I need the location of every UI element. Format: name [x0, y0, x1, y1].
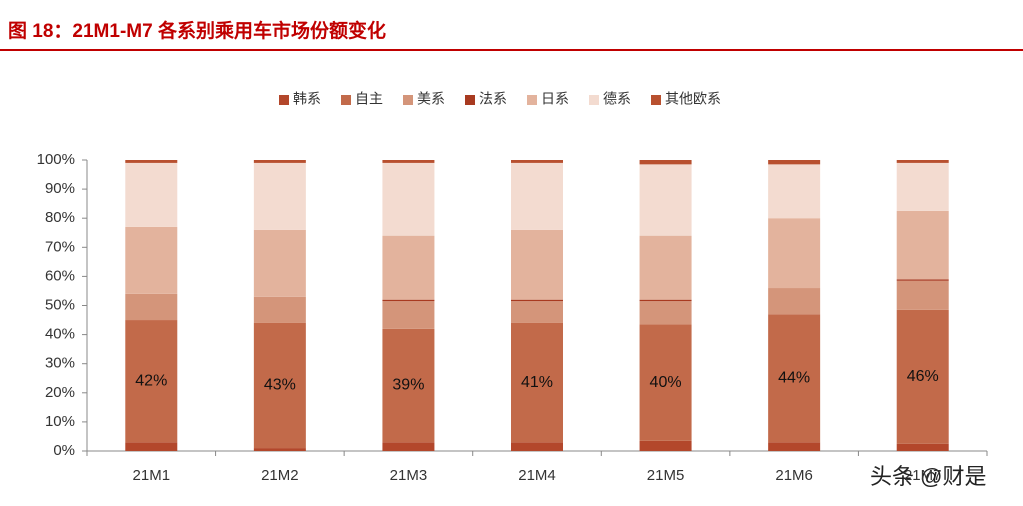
bar-segment: [382, 301, 435, 329]
bar-segment: [639, 324, 692, 441]
y-tick-label: 60%: [45, 267, 75, 284]
bar-segment: [125, 293, 178, 321]
x-tick-label: 21M2: [261, 467, 299, 484]
watermark: 头条 @财是: [870, 464, 986, 489]
x-tick-label: 21M3: [390, 467, 428, 484]
bar-segment: [511, 162, 563, 230]
value-label: 39%: [392, 377, 424, 394]
y-tick-label: 30%: [45, 355, 75, 372]
bar-segment: [896, 162, 949, 211]
y-tick-label: 20%: [45, 384, 75, 401]
bar-segment: [511, 229, 563, 300]
legend-swatch: [403, 95, 413, 105]
y-tick-label: 80%: [45, 209, 75, 226]
bar-segment: [382, 235, 435, 300]
bar-segment: [511, 322, 563, 443]
legend-swatch: [651, 95, 661, 105]
bar-segment: [896, 309, 949, 444]
bar-segment: [639, 235, 692, 300]
legend-label: 美系: [417, 91, 445, 107]
bar-segment: [768, 164, 821, 219]
y-tick-label: 50%: [45, 296, 75, 313]
bar-segment: [382, 160, 435, 163]
legend-swatch: [465, 95, 475, 105]
value-label: 43%: [264, 377, 296, 394]
bar-segment: [125, 442, 178, 451]
bar-segment: [896, 160, 949, 163]
bar-segment: [382, 328, 435, 443]
bar-segment: [253, 162, 306, 230]
value-label: 40%: [650, 374, 682, 391]
bar-segment: [125, 226, 178, 294]
legend-swatch: [589, 95, 599, 105]
bar-segment: [382, 442, 435, 451]
y-tick-label: 10%: [45, 413, 75, 430]
bar-segment: [639, 440, 692, 451]
bar-segment: [125, 162, 178, 227]
bar-segment: [768, 314, 821, 443]
y-tick-label: 100%: [37, 151, 75, 168]
bar-segment: [896, 280, 949, 310]
y-tick-label: 70%: [45, 238, 75, 255]
x-tick-label: 21M5: [647, 467, 685, 484]
legend-label: 韩系: [293, 91, 321, 107]
y-tick-label: 0%: [53, 442, 75, 459]
bar-segment: [896, 210, 949, 280]
x-tick-label: 21M4: [518, 467, 556, 484]
bar-segment: [253, 160, 306, 163]
legend-swatch: [279, 95, 289, 105]
y-tick-label: 40%: [45, 326, 75, 343]
bar-segment: [511, 442, 563, 451]
legend-swatch: [341, 95, 351, 105]
bar-segment: [253, 448, 306, 451]
bar-segment: [125, 160, 178, 163]
value-label: 46%: [907, 368, 939, 385]
bar-segment: [511, 160, 563, 163]
value-label: 44%: [778, 369, 810, 386]
bar-segment: [768, 160, 821, 165]
bar-segment: [639, 164, 692, 236]
x-tick-label: 21M7: [904, 467, 942, 484]
legend-label: 其他欧系: [665, 91, 721, 107]
bar-segment: [896, 443, 949, 451]
legend-label: 德系: [603, 91, 631, 107]
bar-segment: [382, 162, 435, 236]
bar-segment: [382, 299, 435, 302]
bar-segment: [639, 299, 692, 302]
value-label: 42%: [135, 372, 167, 389]
y-tick-label: 90%: [45, 180, 75, 197]
bar-segment: [768, 218, 821, 289]
bar-segment: [253, 229, 306, 297]
legend-swatch: [527, 95, 537, 105]
legend-label: 自主: [355, 91, 383, 107]
x-tick-label: 21M6: [775, 467, 813, 484]
bar-segment: [639, 301, 692, 325]
bar-segment: [639, 160, 692, 165]
bar-segment: [125, 320, 178, 443]
bar-segment: [253, 322, 306, 449]
legend-label: 日系: [541, 91, 569, 107]
value-label: 41%: [521, 374, 553, 391]
legend-label: 法系: [479, 91, 507, 107]
x-tick-label: 21M1: [133, 467, 171, 484]
bar-segment: [511, 301, 563, 323]
bar-segment: [253, 296, 306, 323]
bar-segment: [511, 299, 563, 302]
chart-title: 图 18：21M1-M7 各系别乘用车市场份额变化: [8, 19, 386, 42]
bar-segment: [768, 288, 821, 315]
bar-segment: [896, 279, 949, 281]
bar-segment: [768, 442, 821, 451]
